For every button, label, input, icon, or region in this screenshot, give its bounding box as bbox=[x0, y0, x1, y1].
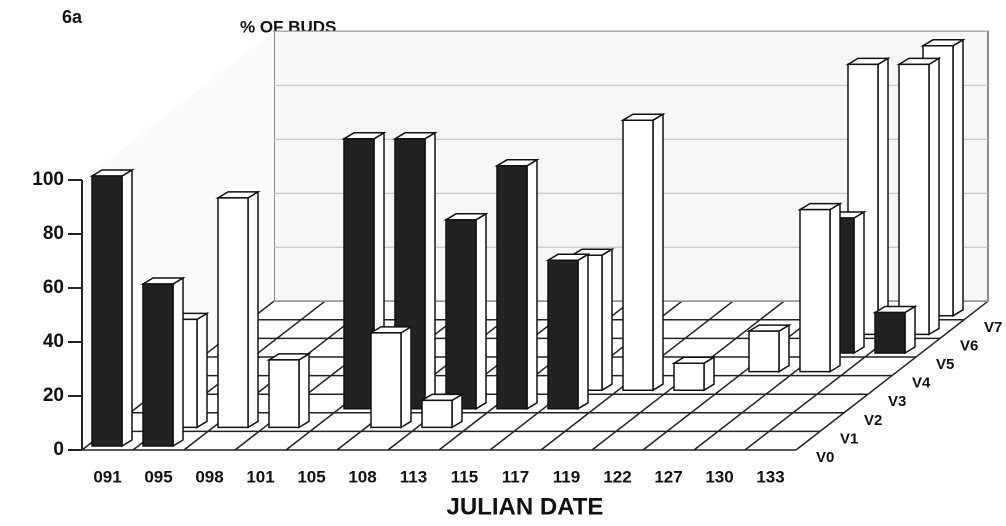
bar bbox=[89, 168, 135, 448]
bar-face bbox=[445, 219, 477, 410]
y-tick-label: 20 bbox=[43, 385, 64, 406]
x-tick-label: 117 bbox=[502, 467, 529, 486]
bar-face bbox=[247, 190, 259, 429]
bar bbox=[140, 276, 186, 448]
bar-face bbox=[268, 359, 300, 429]
bar bbox=[620, 112, 666, 392]
legend-label: V2 bbox=[864, 412, 882, 429]
bar-face bbox=[217, 197, 249, 429]
bar bbox=[368, 325, 414, 429]
bar-face bbox=[142, 283, 174, 447]
x-tick-label: 115 bbox=[451, 467, 478, 486]
bar-face bbox=[196, 312, 208, 429]
x-tick-label: 108 bbox=[348, 467, 376, 486]
bar bbox=[746, 323, 792, 373]
bar bbox=[872, 305, 918, 355]
bar-face bbox=[829, 202, 841, 373]
x-tick-label: 091 bbox=[93, 467, 121, 486]
bar-face bbox=[400, 325, 412, 429]
bar bbox=[896, 57, 942, 336]
y-tick-label: 40 bbox=[43, 331, 64, 352]
y-tick-label: 60 bbox=[43, 277, 64, 298]
bar-face bbox=[421, 399, 453, 429]
bar-face bbox=[424, 131, 436, 411]
x-tick-label: 119 bbox=[553, 467, 580, 486]
bar-face bbox=[652, 112, 664, 392]
bar-face bbox=[673, 362, 705, 391]
x-tick-label: 122 bbox=[603, 467, 631, 486]
bar-face bbox=[874, 311, 906, 354]
bar bbox=[671, 355, 717, 392]
bar-face bbox=[904, 305, 916, 355]
bar bbox=[419, 393, 465, 429]
bar-face bbox=[172, 276, 184, 448]
bar-face bbox=[952, 38, 964, 318]
bar bbox=[797, 202, 843, 373]
legend-label: V6 bbox=[960, 337, 978, 354]
legend-label: V4 bbox=[912, 375, 931, 392]
bar-face bbox=[622, 119, 654, 391]
bar-face bbox=[475, 212, 487, 411]
y-tick-label: 80 bbox=[43, 223, 64, 244]
floor-line bbox=[795, 300, 989, 451]
bar-face bbox=[799, 208, 831, 373]
bar-face bbox=[853, 210, 865, 355]
bar bbox=[443, 212, 489, 411]
bar-face bbox=[496, 165, 528, 410]
x-tick-label: 133 bbox=[756, 467, 784, 486]
legend-label: V5 bbox=[936, 356, 954, 373]
bar-face bbox=[748, 330, 780, 373]
bar-face bbox=[526, 158, 538, 411]
bar bbox=[545, 252, 591, 411]
bar bbox=[494, 158, 540, 411]
bar-face bbox=[298, 352, 310, 429]
bar bbox=[215, 190, 261, 429]
x-tick-label: 098 bbox=[195, 467, 223, 486]
legend-label: V0 bbox=[816, 449, 834, 466]
x-tick-label: 113 bbox=[400, 467, 427, 486]
x-tick-label: 101 bbox=[246, 467, 274, 486]
bar-face bbox=[928, 57, 940, 336]
x-tick-label: 127 bbox=[654, 467, 682, 486]
x-tick-label: 105 bbox=[297, 467, 325, 486]
legend-label: V3 bbox=[888, 393, 906, 410]
bar-face bbox=[121, 168, 133, 448]
bar-face bbox=[778, 323, 790, 373]
y-tick-label: 100 bbox=[32, 169, 64, 190]
bar-face bbox=[547, 259, 579, 410]
bar-face bbox=[91, 175, 123, 447]
bar-face bbox=[343, 138, 375, 410]
figure-label: 6a bbox=[62, 7, 83, 27]
bar bbox=[266, 352, 312, 429]
y-tick-label: 0 bbox=[53, 439, 64, 460]
bar-face bbox=[898, 63, 930, 336]
bar-face bbox=[877, 57, 889, 336]
legend-label: V7 bbox=[984, 319, 1002, 336]
bar-face bbox=[601, 247, 613, 392]
x-axis-label: JULIAN DATE bbox=[447, 493, 604, 520]
legend-label: V1 bbox=[840, 430, 858, 447]
x-tick-label: 095 bbox=[144, 467, 172, 486]
x-tick-label: 130 bbox=[705, 467, 733, 486]
bar-face bbox=[577, 252, 589, 411]
bar-face bbox=[370, 332, 402, 429]
